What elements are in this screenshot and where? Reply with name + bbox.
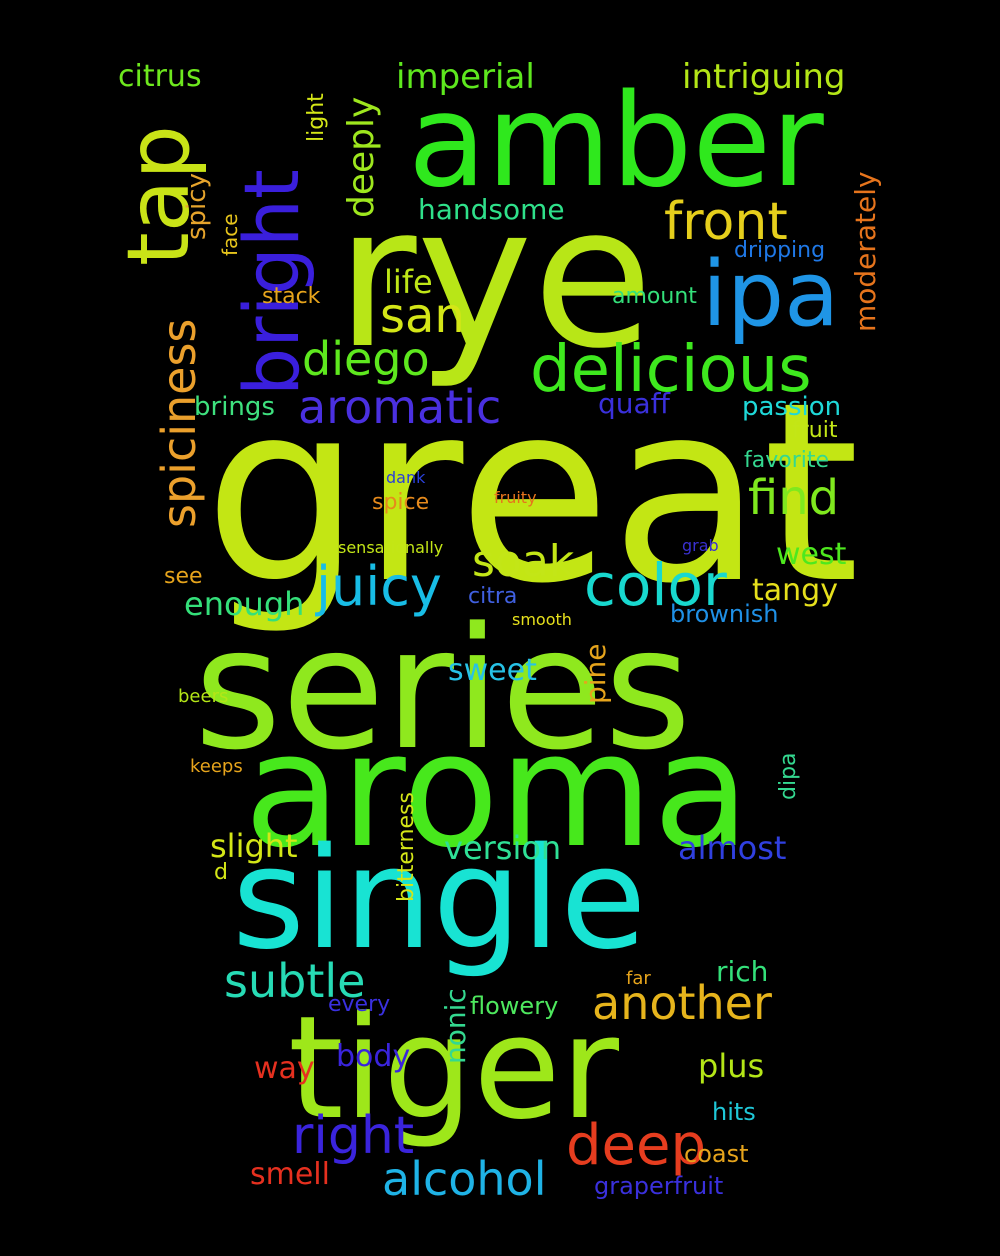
- word-nonic: nonic: [439, 988, 472, 1064]
- word-great: great: [204, 350, 860, 638]
- word-brings: brings: [194, 392, 275, 422]
- word-quaff: quaff: [598, 387, 670, 420]
- word-bitterness: bitterness: [394, 792, 419, 902]
- word-fruity: fruity: [494, 488, 537, 507]
- word-see: see: [164, 564, 203, 589]
- word-coast: coast: [684, 1140, 749, 1168]
- word-stack: stack: [262, 284, 321, 309]
- word-light: light: [304, 93, 329, 142]
- word-smooth: smooth: [512, 610, 572, 629]
- word-juicy: juicy: [316, 555, 442, 618]
- word-front: front: [664, 192, 788, 252]
- word-life: life: [384, 263, 433, 301]
- word-rye: rye: [336, 164, 654, 392]
- word-body: body: [336, 1039, 411, 1074]
- word-spice: spice: [372, 490, 430, 515]
- word-favorite: favorite: [744, 448, 830, 473]
- word-face: face: [218, 213, 242, 256]
- word-citra: citra: [468, 584, 518, 609]
- word-dank: dank: [386, 468, 426, 487]
- word-keeps: keeps: [190, 756, 243, 777]
- word-flowery: flowery: [470, 992, 559, 1020]
- word-d: d: [214, 860, 228, 885]
- word-color: color: [584, 551, 727, 619]
- word-west: west: [776, 537, 847, 572]
- word-bright: bright: [227, 169, 316, 396]
- word-subtle: subtle: [224, 954, 366, 1008]
- word-aromatic: aromatic: [298, 380, 502, 434]
- word-dripping: dripping: [734, 238, 826, 263]
- word-fruit: fruit: [792, 418, 838, 443]
- word-find: find: [748, 470, 840, 526]
- word-way: way: [254, 1051, 315, 1086]
- word-every: every: [328, 992, 391, 1017]
- word-rich: rich: [716, 955, 769, 988]
- word-series: series: [194, 591, 692, 787]
- word-single: single: [232, 818, 647, 981]
- word-version: version: [444, 829, 562, 867]
- word-citrus: citrus: [118, 59, 202, 94]
- word-aroma: aroma: [244, 699, 750, 883]
- word-another: another: [592, 976, 772, 1030]
- word-beers: beers: [178, 686, 229, 707]
- word-amount: amount: [612, 284, 697, 309]
- word-right: right: [292, 1106, 415, 1166]
- word-slight: slight: [210, 827, 298, 865]
- word-spicy: spicy: [182, 173, 212, 240]
- word-moderately: moderately: [849, 171, 882, 332]
- word-brownish: brownish: [670, 600, 779, 628]
- word-sweet: sweet: [448, 653, 537, 688]
- word-almost: almost: [678, 829, 787, 867]
- word-enough: enough: [184, 585, 305, 623]
- word-handsome: handsome: [418, 193, 565, 226]
- word-imperial: imperial: [396, 57, 535, 97]
- word-grab: grab: [682, 536, 719, 555]
- word-amber: amber: [408, 67, 824, 216]
- word-plus: plus: [698, 1047, 765, 1085]
- word-tangy: tangy: [752, 573, 838, 608]
- word-smell: smell: [250, 1157, 330, 1192]
- word-sensationally: sensationally: [338, 538, 444, 557]
- word-deeply: deeply: [341, 96, 382, 218]
- word-deep: deep: [566, 1113, 706, 1178]
- word-alcohol: alcohol: [382, 1152, 547, 1206]
- word-soak: soak: [472, 536, 575, 587]
- word-hits: hits: [712, 1098, 756, 1126]
- word-san: san: [380, 288, 465, 344]
- word-dipa: dipa: [776, 752, 801, 800]
- word-intriguing: intriguing: [682, 57, 846, 97]
- word-graperfruit: graperfruit: [594, 1172, 724, 1200]
- word-spiciness: spiciness: [152, 318, 206, 528]
- word-passion: passion: [742, 392, 842, 422]
- word-ipa: ipa: [702, 242, 840, 347]
- word-pine: pine: [579, 643, 612, 704]
- word-diego: diego: [302, 332, 430, 386]
- word-far: far: [626, 968, 651, 989]
- word-delicious: delicious: [530, 333, 812, 407]
- word-tiger: tiger: [288, 986, 620, 1151]
